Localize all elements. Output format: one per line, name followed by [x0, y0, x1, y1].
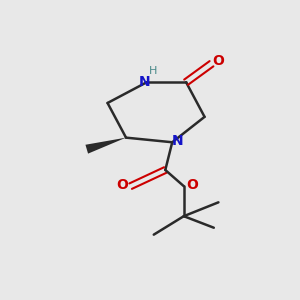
Text: O: O	[186, 178, 198, 192]
Text: H: H	[148, 66, 157, 76]
Text: O: O	[117, 178, 128, 192]
Text: N: N	[172, 134, 184, 148]
Polygon shape	[85, 138, 126, 154]
Text: O: O	[212, 54, 224, 68]
Text: N: N	[139, 75, 150, 89]
